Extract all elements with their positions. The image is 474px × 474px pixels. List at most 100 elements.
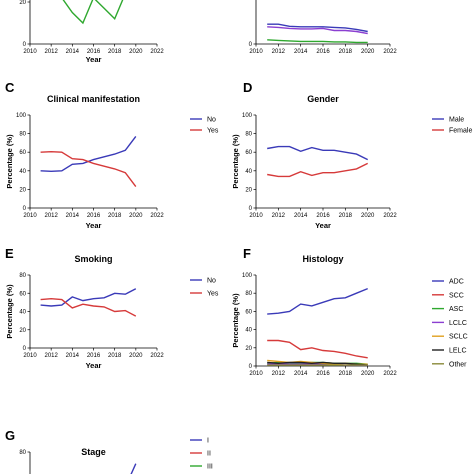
series-line-1 bbox=[62, 0, 124, 25]
legend-label: No bbox=[207, 117, 216, 124]
chart-title: Clinical manifestation bbox=[47, 94, 140, 104]
y-tick-label: 40 bbox=[19, 310, 26, 316]
y-tick-label: 20 bbox=[19, 0, 26, 6]
chart-panel-6: 2010 2012 2014 2016 2018 2020 2022 0 20 40 60 80 100… bbox=[231, 246, 468, 377]
x-tick-label: 2016 bbox=[87, 49, 101, 55]
y-tick-label: 100 bbox=[16, 113, 27, 119]
y-tick-label: 40 bbox=[19, 169, 26, 175]
x-tick-label: 2022 bbox=[150, 49, 164, 55]
y-tick-label: 0 bbox=[23, 206, 27, 212]
y-tick-label: 20 bbox=[19, 187, 26, 193]
x-tick-label: 2012 bbox=[272, 213, 286, 219]
x-tick-label: 2022 bbox=[383, 49, 397, 55]
series-lines bbox=[40, 135, 137, 188]
series-line-1 bbox=[267, 23, 368, 33]
series-line-female bbox=[267, 162, 369, 178]
y-tick-label: 40 bbox=[245, 169, 252, 175]
chart-title: Histology bbox=[302, 254, 343, 264]
x-tick-label: 2016 bbox=[316, 213, 330, 219]
x-tick-label: 2018 bbox=[339, 213, 353, 219]
y-axis-label: Percentage (%) bbox=[5, 134, 14, 189]
y-tick-label: 60 bbox=[19, 291, 26, 297]
x-tick-label: 2022 bbox=[150, 353, 164, 359]
y-tick-label: 100 bbox=[242, 113, 253, 119]
chart-panel-1: 2010 2012 2014 2016 2018 2020 2022 0 20 Year bbox=[19, 0, 164, 64]
x-tick-label: 2016 bbox=[316, 49, 330, 55]
series-line-no bbox=[40, 288, 137, 307]
y-tick-label: 60 bbox=[245, 150, 252, 156]
series-line-no bbox=[40, 135, 137, 173]
chart-panel-7: 6080StageGIIIIII bbox=[5, 428, 213, 474]
series-line-2 bbox=[267, 26, 368, 35]
legend-label: ASC bbox=[449, 306, 463, 313]
legend-label: I bbox=[207, 438, 209, 445]
x-tick-label: 2012 bbox=[44, 213, 58, 219]
legend-label: SCC bbox=[449, 292, 464, 299]
x-tick-label: 2010 bbox=[23, 49, 37, 55]
series-lines bbox=[40, 288, 137, 317]
x-tick-label: 2010 bbox=[249, 213, 263, 219]
x-tick-label: 2018 bbox=[108, 353, 122, 359]
x-tick-label: 2018 bbox=[108, 49, 122, 55]
series-line-adc bbox=[267, 287, 368, 315]
series-line-3 bbox=[267, 39, 368, 44]
series-line-scc bbox=[267, 339, 368, 359]
series-line-yes bbox=[40, 150, 137, 188]
x-axis-label: Year bbox=[315, 221, 331, 230]
series-line-lelc bbox=[267, 361, 368, 366]
legend-label: Yes bbox=[207, 291, 219, 298]
legend-label: SCLC bbox=[449, 334, 468, 341]
x-tick-label: 2014 bbox=[294, 371, 308, 377]
legend-label: Female bbox=[449, 128, 472, 135]
x-tick-label: 2012 bbox=[44, 353, 58, 359]
x-tick-label: 2018 bbox=[339, 371, 353, 377]
series-lines bbox=[267, 145, 369, 178]
panel-letter: D bbox=[243, 80, 252, 95]
series-lines bbox=[267, 23, 368, 44]
y-axis-label: Percentage (%) bbox=[231, 293, 240, 348]
x-tick-label: 2022 bbox=[150, 213, 164, 219]
y-tick-label: 100 bbox=[242, 273, 253, 279]
y-tick-label: 0 bbox=[249, 42, 253, 48]
chart-title: Stage bbox=[81, 447, 106, 457]
series-line-male bbox=[267, 145, 369, 161]
x-tick-label: 2014 bbox=[294, 49, 308, 55]
y-tick-label: 20 bbox=[245, 187, 252, 193]
chart-panel-5: 2010 2012 2014 2016 2018 2020 2022 0 20 40 60 80 Smo… bbox=[5, 246, 219, 370]
x-tick-label: 2012 bbox=[272, 371, 286, 377]
legend-label: II bbox=[207, 451, 211, 458]
y-tick-label: 40 bbox=[245, 328, 252, 334]
x-tick-label: 2012 bbox=[44, 49, 58, 55]
y-tick-label: 60 bbox=[245, 309, 252, 315]
x-tick-label: 2020 bbox=[129, 353, 143, 359]
x-tick-label: 2010 bbox=[249, 371, 263, 377]
y-tick-label: 20 bbox=[19, 328, 26, 334]
x-tick-label: 2014 bbox=[66, 49, 80, 55]
legend-label: ADC bbox=[449, 279, 464, 286]
x-tick-label: 2012 bbox=[272, 49, 286, 55]
series-line-yes bbox=[40, 297, 137, 317]
y-tick-label: 80 bbox=[19, 450, 26, 456]
legend-label: LCLC bbox=[449, 320, 467, 327]
series-lines bbox=[62, 0, 124, 25]
y-tick-label: 80 bbox=[245, 291, 252, 297]
y-tick-label: 20 bbox=[245, 346, 252, 352]
legend-label: No bbox=[207, 278, 216, 285]
series-lines bbox=[267, 287, 368, 366]
x-axis-label: Year bbox=[86, 221, 102, 230]
y-tick-label: 0 bbox=[249, 364, 253, 370]
legend-label: LELC bbox=[449, 348, 467, 355]
chart-panel-2: 2010 2012 2014 2016 2018 2020 2022 0 bbox=[249, 0, 397, 55]
x-tick-label: 2010 bbox=[23, 353, 37, 359]
x-axis-label: Year bbox=[86, 55, 102, 64]
y-tick-label: 0 bbox=[23, 42, 27, 48]
chart-panel-3: 2010 2012 2014 2016 2018 2020 2022 0 20 40 60 80 100… bbox=[5, 80, 219, 230]
x-tick-label: 2022 bbox=[383, 213, 397, 219]
panel-letter: C bbox=[5, 80, 15, 95]
panel-letter: G bbox=[5, 428, 15, 443]
x-tick-label: 2014 bbox=[66, 353, 80, 359]
y-axis-label: Percentage (%) bbox=[231, 134, 240, 189]
y-tick-label: 60 bbox=[19, 150, 26, 156]
legend-label: Other bbox=[449, 361, 467, 368]
